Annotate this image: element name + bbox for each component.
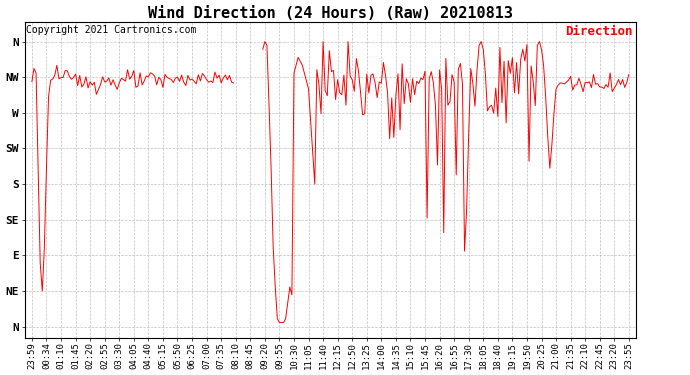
Title: Wind Direction (24 Hours) (Raw) 20210813: Wind Direction (24 Hours) (Raw) 20210813 bbox=[148, 6, 513, 21]
Text: Copyright 2021 Cartronics.com: Copyright 2021 Cartronics.com bbox=[26, 25, 196, 35]
Text: Direction: Direction bbox=[566, 25, 633, 38]
